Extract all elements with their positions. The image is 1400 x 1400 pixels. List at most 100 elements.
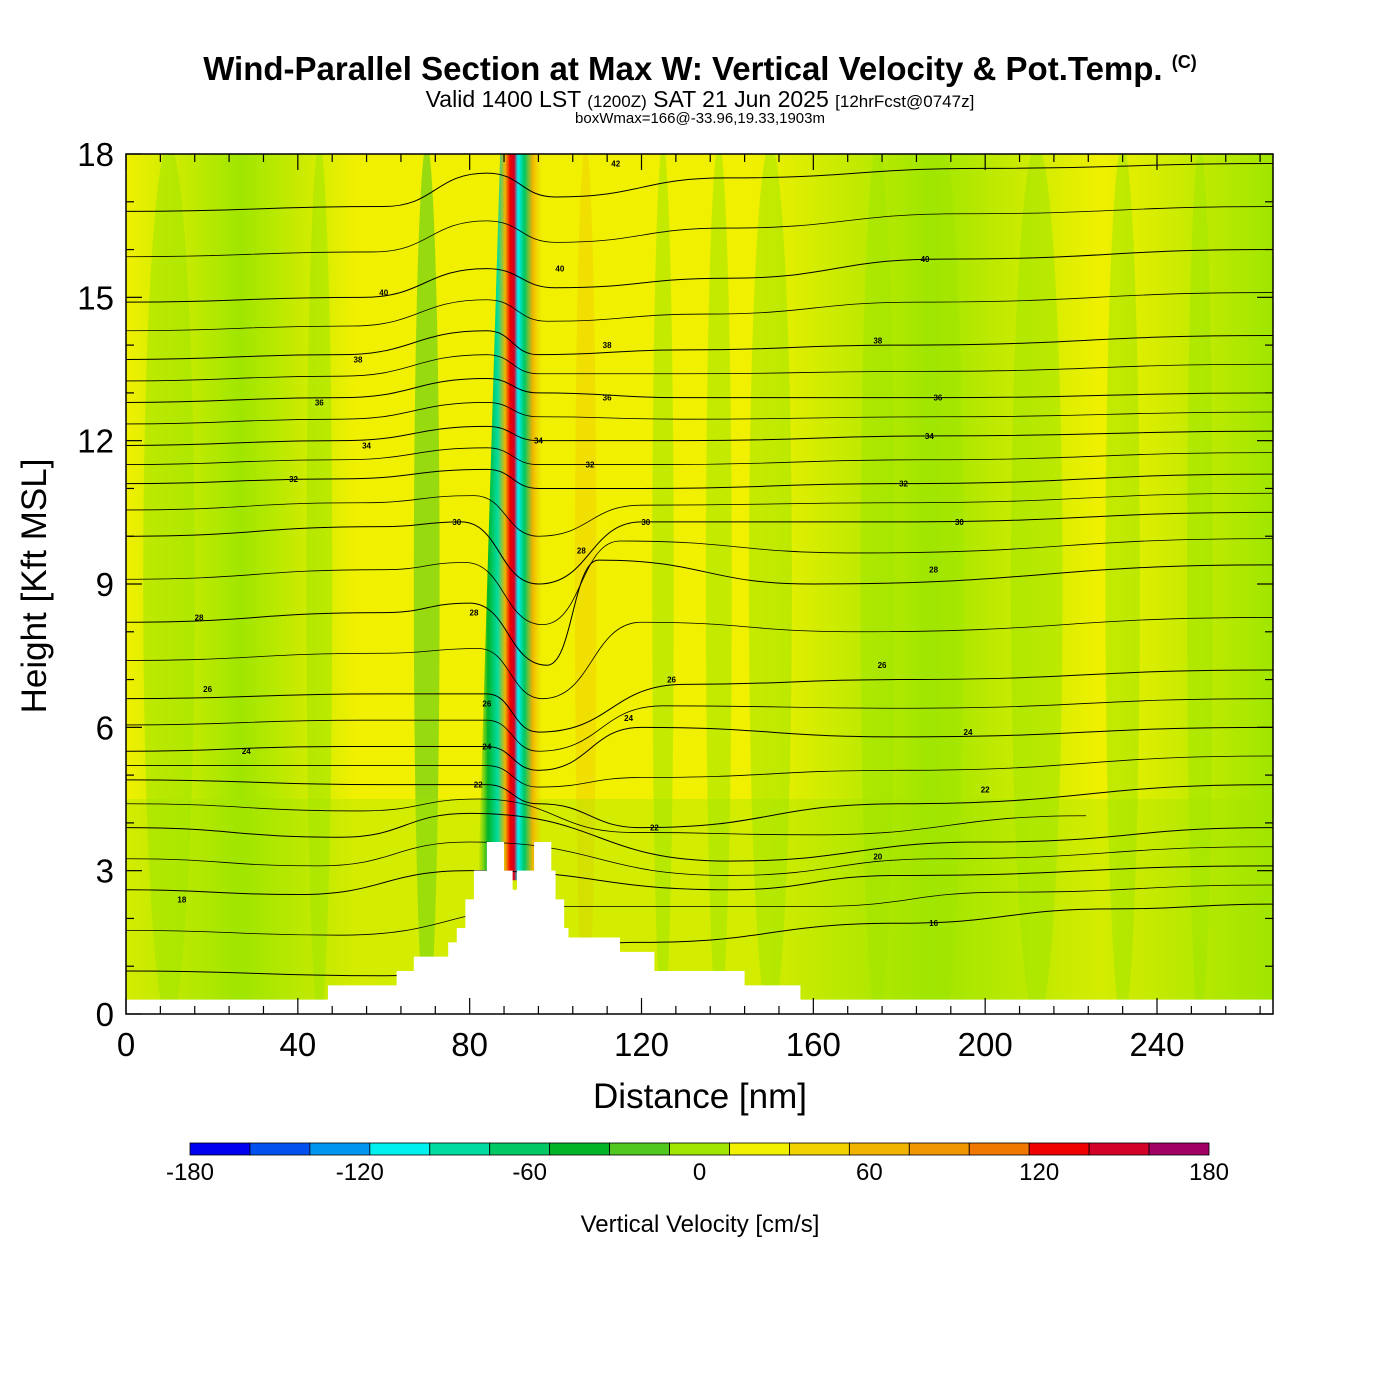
theta-contour-label: 28 [929, 566, 938, 575]
theta-contour-label: 38 [354, 355, 363, 364]
theta-contour-label: 22 [650, 824, 659, 833]
colorbar-bin [249, 1142, 311, 1156]
y-axis-title: Height [Kft MSL] [15, 459, 54, 714]
theta-contour-label: 40 [555, 265, 564, 274]
potential-temperature-contours [126, 163, 1273, 977]
theta-contour-minor [126, 755, 1273, 788]
velocity-patch [413, 154, 440, 1014]
valid-time: Valid 1400 LST [425, 86, 581, 112]
y-tick-label: 15 [77, 279, 114, 316]
colorbar-bin [789, 1142, 850, 1156]
theta-contour-minor [126, 698, 1273, 752]
box-wmax-caption: boxWmax=166@-33.96,19.33,1903m [575, 110, 825, 127]
theta-contour-label: 38 [873, 336, 882, 345]
x-axis-title: Distance [nm] [593, 1077, 807, 1116]
velocity-patch [574, 154, 597, 1014]
theta-contour-label: 36 [315, 398, 324, 407]
y-tick-label: 6 [96, 709, 114, 746]
theta-contour-label: 26 [878, 661, 887, 670]
colorbar-bin [489, 1142, 551, 1156]
theta-contour [126, 865, 1273, 896]
theta-contour-label: 30 [955, 518, 964, 527]
theta-contour-label: 26 [203, 685, 212, 694]
copyright-mark: (C) [1171, 52, 1197, 72]
chart-subtitle: Valid 1400 LST (1200Z) SAT 21 Jun 2025 [… [0, 86, 1400, 113]
theta-contour [126, 249, 1273, 303]
x-tick-label: 0 [117, 1026, 135, 1063]
velocity-field-patches [126, 154, 1273, 1014]
colorbar-tick-label: -120 [336, 1159, 384, 1186]
velocity-patch [652, 154, 674, 1014]
colorbar-bin [968, 1142, 1030, 1156]
velocity-patch [860, 154, 895, 1014]
colorbar-tick-label: 60 [856, 1159, 883, 1186]
y-tick-label: 3 [96, 853, 114, 890]
theta-contour-label: 28 [195, 613, 204, 622]
colorbar-bin [848, 1142, 910, 1156]
theta-contour-label: 24 [242, 747, 251, 756]
x-tick-label: 40 [279, 1026, 316, 1063]
theta-contour-label: 34 [362, 441, 371, 450]
theta-contour-label: 16 [929, 919, 938, 928]
theta-contour-label: 24 [482, 742, 491, 751]
theta-contour-label: 42 [611, 160, 620, 169]
theta-contour [126, 511, 1273, 585]
theta-contour-minor [126, 292, 1273, 332]
theta-contour-minor [126, 798, 1087, 836]
theta-contour-minor [126, 206, 1273, 258]
y-tick-label: 0 [96, 996, 114, 1033]
valid-utc: (1200Z) [587, 92, 647, 111]
theta-contour-label: 22 [981, 785, 990, 794]
theta-contour-label: 24 [964, 728, 973, 737]
colorbar-bin [1148, 1142, 1210, 1156]
colorbar-bin [309, 1142, 371, 1156]
colorbar-bin [609, 1142, 670, 1156]
chart-title: Wind-Parallel Section at Max W: Vertical… [203, 50, 1197, 87]
theta-contour [126, 330, 1273, 360]
x-tick-label: 80 [451, 1026, 488, 1063]
y-tick-label: 12 [77, 423, 114, 460]
colorbar-bin [669, 1142, 730, 1156]
colorbar-bin [908, 1142, 970, 1156]
theta-contour-label: 40 [921, 255, 930, 264]
theta-contour-label: 30 [452, 518, 461, 527]
x-tick-label: 160 [786, 1026, 841, 1063]
x-tick-label: 200 [958, 1026, 1013, 1063]
theta-contour-label: 18 [177, 895, 186, 904]
theta-contour-minor [126, 447, 1273, 465]
velocity-patch [1187, 154, 1213, 1014]
theta-contour [126, 163, 1273, 212]
x-axis-ticks: 0 40 80 120 160 200 240 [117, 154, 1261, 1063]
theta-contour-label: 38 [603, 341, 612, 350]
theta-contour-label: 36 [603, 394, 612, 403]
colorbar-tick-label: 120 [1019, 1159, 1059, 1186]
theta-contour-label: 32 [899, 480, 908, 489]
colorbar-bin [1028, 1142, 1090, 1156]
theta-contour-label: 22 [474, 781, 483, 790]
colorbar-bin [189, 1142, 251, 1156]
velocity-patch [1105, 154, 1140, 1014]
theta-contour-minor [126, 492, 1273, 537]
velocity-patch [1010, 154, 1063, 1014]
theta-contour-minor [126, 402, 1273, 425]
theta-contour-minor [126, 354, 1273, 382]
terrain-profile [126, 842, 1273, 1014]
theta-contour-label: 36 [933, 394, 942, 403]
theta-contour [126, 903, 1273, 977]
colorbar-bin [729, 1142, 790, 1156]
theta-contour-label: 30 [641, 518, 650, 527]
theta-contour [126, 468, 1273, 489]
velocity-patch [306, 154, 333, 1014]
theta-contour-label: 40 [379, 289, 388, 298]
theta-contour-minor [126, 884, 1273, 936]
theta-contour [126, 669, 1273, 733]
colorbar-title: Vertical Velocity [cm/s] [581, 1211, 820, 1238]
theta-contour-label: 24 [624, 714, 633, 723]
velocity-patch [748, 154, 792, 1014]
potential-temperature-labels: 16 18 20 22 22 22 24 24 24 24 26 26 26 26 28 28 28 28 30 30… [177, 160, 990, 929]
theta-contour-label: 34 [925, 432, 934, 441]
colorbar-tick-label: 0 [693, 1159, 706, 1186]
theta-contour-minor [126, 538, 1273, 626]
colorbar-bin [429, 1142, 491, 1156]
